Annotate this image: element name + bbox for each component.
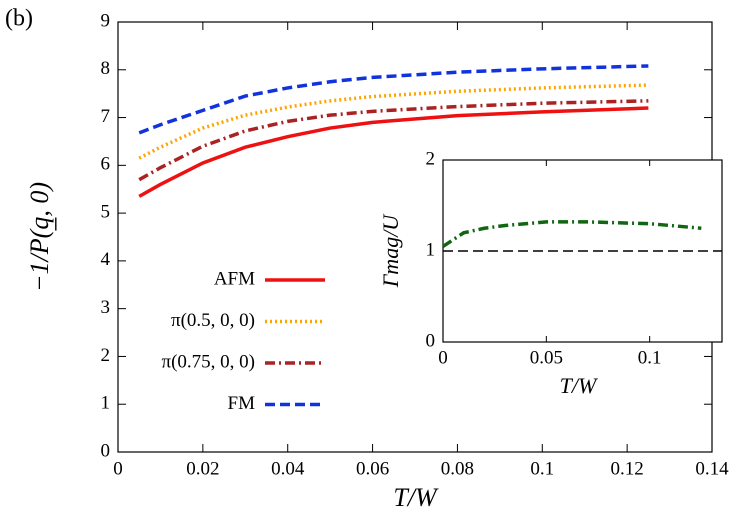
series-line: [138, 99, 649, 182]
x-tick-label: 0.12: [611, 458, 644, 479]
x-tick-label: 0: [113, 458, 123, 479]
y-tick-label: 7: [101, 106, 111, 127]
x-tick-label: 0.05: [530, 347, 563, 368]
x-tick-label: 0.1: [530, 458, 554, 479]
y-axis-label: −1/P(q̲, 0): [25, 182, 57, 292]
y-axis-label: Γmag/U: [378, 213, 403, 289]
y-tick-label: 2: [101, 345, 111, 366]
legend-label: π(0.75, 0, 0): [162, 351, 256, 372]
y-tick-label: 1: [426, 239, 436, 260]
x-tick-label: 0.14: [695, 458, 729, 479]
y-tick-label: 5: [101, 201, 111, 222]
series-line: [138, 83, 649, 160]
y-tick-label: 9: [101, 10, 111, 31]
legend-label: π(0.5, 0, 0): [171, 310, 255, 331]
x-tick-label: 0.02: [186, 458, 219, 479]
x-axis-label: T/W: [393, 483, 439, 512]
legend-label: AFM: [214, 268, 255, 289]
x-tick-label: 0.04: [271, 458, 305, 479]
x-tick-label: 0.06: [356, 458, 389, 479]
panel-label: (b): [5, 6, 33, 32]
x-axis-label: T/W: [560, 373, 598, 398]
y-tick-label: 1: [101, 393, 111, 414]
y-tick-label: 0: [426, 330, 436, 351]
y-tick-label: 3: [101, 297, 111, 318]
y-tick-label: 0: [101, 440, 111, 461]
x-tick-label: 0.08: [441, 458, 474, 479]
x-tick-label: 0: [438, 347, 448, 368]
y-tick-label: 8: [101, 58, 111, 79]
y-tick-label: 4: [101, 249, 111, 270]
series-line: [442, 220, 702, 248]
series-line: [138, 106, 649, 198]
y-tick-label: 2: [426, 148, 436, 169]
series-line: [138, 64, 649, 135]
y-tick-label: 6: [101, 154, 111, 175]
legend-label: FM: [228, 393, 256, 414]
x-tick-label: 0.1: [638, 347, 662, 368]
